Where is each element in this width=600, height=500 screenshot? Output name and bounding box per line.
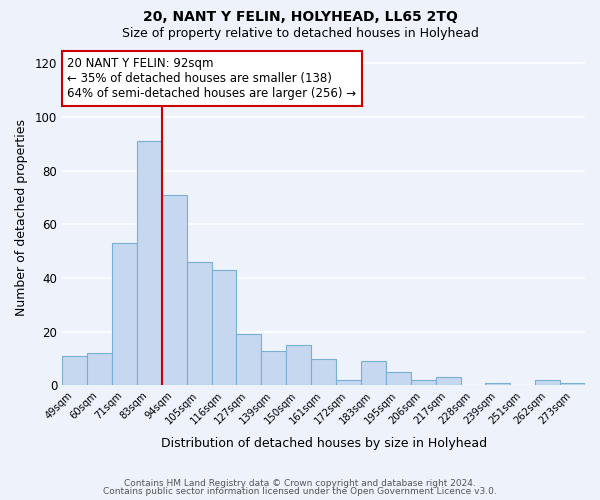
Bar	[411, 380, 436, 386]
Bar	[535, 380, 560, 386]
Bar	[212, 270, 236, 386]
Text: Contains HM Land Registry data © Crown copyright and database right 2024.: Contains HM Land Registry data © Crown c…	[124, 478, 476, 488]
Bar	[311, 358, 336, 386]
Bar	[87, 353, 112, 386]
Text: 20 NANT Y FELIN: 92sqm
← 35% of detached houses are smaller (138)
64% of semi-de: 20 NANT Y FELIN: 92sqm ← 35% of detached…	[67, 56, 356, 100]
Text: Size of property relative to detached houses in Holyhead: Size of property relative to detached ho…	[122, 28, 478, 40]
Text: 20, NANT Y FELIN, HOLYHEAD, LL65 2TQ: 20, NANT Y FELIN, HOLYHEAD, LL65 2TQ	[143, 10, 457, 24]
Bar	[262, 350, 286, 386]
Bar	[485, 382, 511, 386]
X-axis label: Distribution of detached houses by size in Holyhead: Distribution of detached houses by size …	[161, 437, 487, 450]
Bar	[386, 372, 411, 386]
Bar	[436, 378, 461, 386]
Bar	[560, 382, 585, 386]
Bar	[286, 345, 311, 386]
Y-axis label: Number of detached properties: Number of detached properties	[15, 119, 28, 316]
Bar	[62, 356, 87, 386]
Bar	[112, 243, 137, 386]
Bar	[187, 262, 212, 386]
Bar	[336, 380, 361, 386]
Bar	[236, 334, 262, 386]
Bar	[361, 362, 386, 386]
Text: Contains public sector information licensed under the Open Government Licence v3: Contains public sector information licen…	[103, 487, 497, 496]
Bar	[137, 141, 162, 386]
Bar	[162, 195, 187, 386]
